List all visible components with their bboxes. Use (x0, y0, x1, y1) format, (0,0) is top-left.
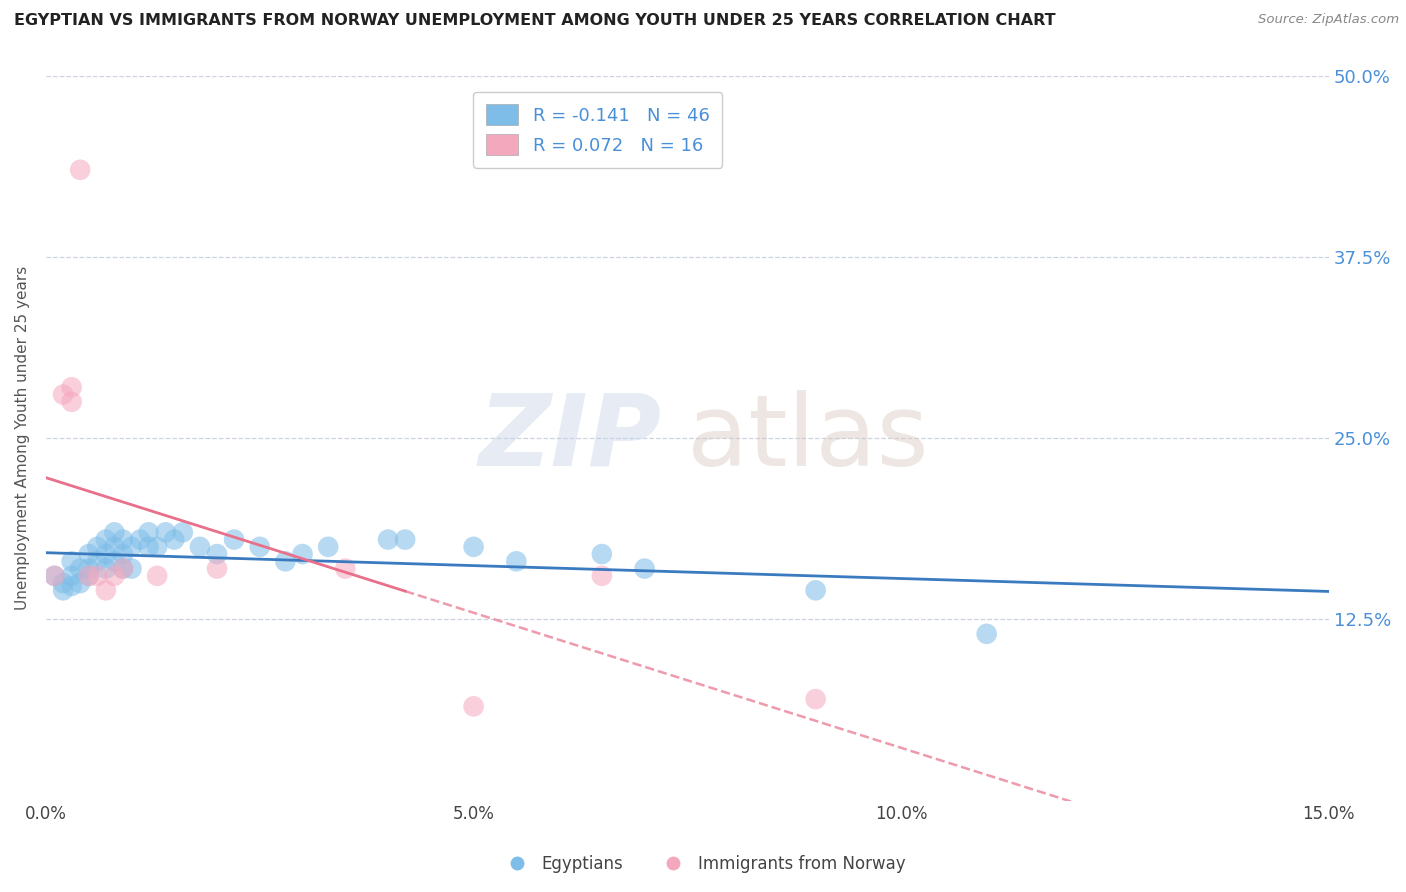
Point (94, 561, 117, 575)
Point (103, 525, 125, 540)
Point (394, 533, 416, 547)
Point (463, 699, 485, 714)
Point (69, 576, 91, 591)
Point (633, 561, 655, 575)
Point (377, 533, 399, 547)
Point (103, 540, 125, 554)
Point (976, 627, 998, 641)
Point (463, 540, 485, 554)
Point (60, 579, 83, 593)
Point (146, 569, 169, 583)
Point (60, 554, 83, 568)
Point (77, 569, 100, 583)
Point (249, 540, 271, 554)
Point (77, 569, 100, 583)
Point (77, 547, 100, 561)
Point (155, 525, 177, 540)
Point (205, 561, 228, 575)
Point (44, 569, 66, 583)
Point (86, 540, 108, 554)
Point (111, 561, 134, 575)
Point (138, 525, 160, 540)
Point (44, 569, 66, 583)
Point (86, 569, 108, 583)
Point (804, 692, 827, 706)
Point (60, 380, 83, 394)
Text: atlas: atlas (688, 390, 929, 486)
Point (121, 561, 143, 575)
Point (69, 561, 91, 575)
Point (591, 547, 613, 561)
Point (111, 533, 134, 547)
Point (86, 554, 108, 568)
Point (52, 576, 75, 591)
Point (163, 533, 186, 547)
Point (94, 547, 117, 561)
Point (69, 162, 91, 177)
Point (52, 583, 75, 598)
Point (316, 540, 339, 554)
Point (94, 583, 117, 598)
Point (52, 387, 75, 401)
Point (94, 533, 117, 547)
Legend: Egyptians, Immigrants from Norway: Egyptians, Immigrants from Norway (494, 848, 912, 880)
Point (205, 547, 228, 561)
Point (138, 540, 160, 554)
Point (188, 540, 211, 554)
Point (60, 394, 83, 409)
Text: EGYPTIAN VS IMMIGRANTS FROM NORWAY UNEMPLOYMENT AMONG YOUTH UNDER 25 YEARS CORRE: EGYPTIAN VS IMMIGRANTS FROM NORWAY UNEMP… (14, 13, 1056, 29)
Point (103, 554, 125, 568)
Point (224, 533, 246, 547)
Point (804, 583, 827, 598)
Point (121, 540, 143, 554)
Point (505, 554, 527, 568)
Point (146, 540, 169, 554)
Point (291, 547, 314, 561)
Point (111, 561, 134, 575)
Point (60, 569, 83, 583)
Point (335, 561, 357, 575)
Y-axis label: Unemployment Among Youth under 25 years: Unemployment Among Youth under 25 years (15, 266, 30, 610)
Text: Source: ZipAtlas.com: Source: ZipAtlas.com (1258, 13, 1399, 27)
Point (111, 547, 134, 561)
Point (591, 569, 613, 583)
Point (274, 554, 297, 568)
Point (129, 533, 152, 547)
Text: ZIP: ZIP (478, 390, 662, 486)
Point (172, 525, 194, 540)
Point (103, 569, 125, 583)
Legend: R = -0.141   N = 46, R = 0.072   N = 16: R = -0.141 N = 46, R = 0.072 N = 16 (472, 92, 723, 168)
Point (77, 561, 100, 575)
